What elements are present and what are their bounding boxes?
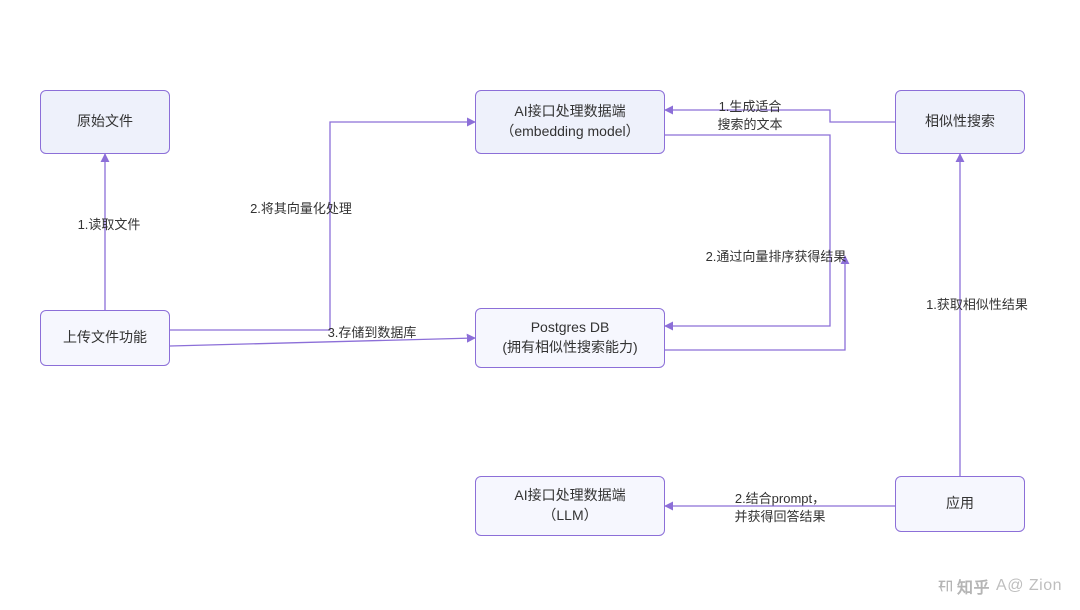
node-label-line1: 原始文件 (77, 112, 133, 132)
node-pgdb: Postgres DB(拥有相似性搜索能力) (475, 308, 665, 368)
edge-label-e3: 3.存储到数据库 (312, 324, 432, 342)
node-sim_search: 相似性搜索 (895, 90, 1025, 154)
watermark-brand: 知乎 (957, 574, 990, 598)
node-ai_embed: AI接口处理数据端（embedding model） (475, 90, 665, 154)
watermark: 知乎 A@ Zion (938, 574, 1062, 598)
edge-label-e8: 2.结合prompt， 并获得回答结果 (705, 490, 855, 526)
node-label-line1: 相似性搜索 (925, 112, 995, 132)
node-ai_llm: AI接口处理数据端（LLM） (475, 476, 665, 536)
node-orig_file: 原始文件 (40, 90, 170, 154)
edge-label-e1: 1.读取文件 (64, 216, 154, 234)
node-label-line1: AI接口处理数据端 (514, 486, 625, 506)
watermark-handle: A@ Zion (996, 577, 1062, 595)
node-label-line2: （embedding model） (500, 122, 639, 142)
edge-e2 (170, 122, 475, 330)
node-upload: 上传文件功能 (40, 310, 170, 366)
edge-e5 (665, 135, 830, 326)
zhihu-logo-icon: 知乎 (938, 574, 990, 598)
edge-label-e7: 1.获取相似性结果 (912, 296, 1042, 314)
node-app: 应用 (895, 476, 1025, 532)
node-label-line1: Postgres DB (531, 318, 610, 338)
edge-label-e6: 2.通过向量排序获得结果 (696, 248, 856, 266)
node-label-line2: （LLM） (542, 506, 597, 526)
edge-label-e2: 2.将其向量化处理 (236, 200, 366, 218)
node-label-line1: 应用 (946, 494, 974, 514)
node-label-line1: 上传文件功能 (63, 328, 147, 348)
edge-e6 (665, 256, 845, 350)
edge-label-e4: 1.生成适合 搜索的文本 (700, 98, 800, 134)
node-label-line1: AI接口处理数据端 (514, 102, 625, 122)
node-label-line2: (拥有相似性搜索能力) (502, 338, 637, 358)
